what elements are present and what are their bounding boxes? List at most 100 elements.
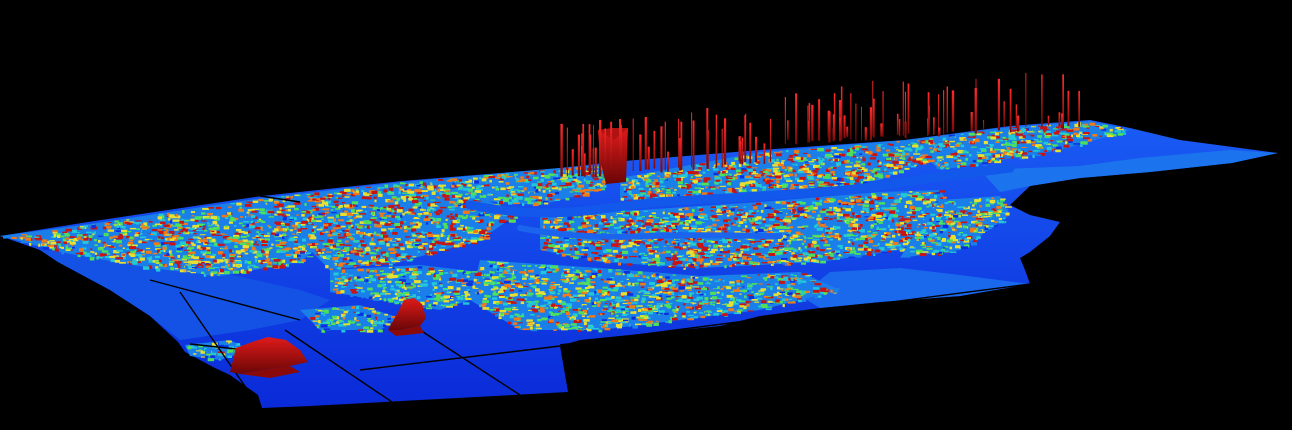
elevation-cell	[558, 243, 564, 246]
elevation-cell	[565, 181, 570, 184]
elevation-cell	[641, 261, 648, 263]
elevation-cell	[383, 189, 388, 193]
elevation-cell	[277, 203, 284, 207]
elevation-cell	[393, 184, 400, 188]
elevation-cell	[693, 254, 700, 258]
elevation-cell	[147, 255, 150, 258]
elevation-cell	[799, 166, 806, 169]
elevation-cell	[1020, 141, 1027, 144]
elevation-cell	[199, 247, 206, 249]
elevation-cell	[104, 243, 108, 247]
elevation-cell	[854, 145, 862, 147]
elevation-cell	[654, 250, 657, 253]
elevation-cell	[228, 249, 233, 253]
elevation-cell	[133, 222, 139, 225]
elevation-cell	[737, 218, 740, 222]
elevation-cell	[206, 237, 212, 239]
elevation-cell	[812, 210, 816, 213]
elevation-cell	[776, 261, 780, 263]
elevation-cell	[308, 222, 312, 225]
elevation-cell	[826, 216, 834, 219]
elevation-cell	[858, 176, 864, 179]
elevation-cell	[777, 238, 782, 242]
elevation-cell	[374, 247, 378, 249]
elevation-cell	[660, 229, 666, 233]
elevation-cell	[365, 186, 371, 188]
elevation-cell	[357, 250, 364, 252]
elevation-cell	[436, 236, 441, 240]
elevation-cell	[726, 210, 730, 213]
elevation-cell	[80, 251, 87, 255]
elevation-cell	[839, 247, 844, 249]
elevation-cell	[727, 241, 732, 244]
elevation-cell	[1001, 153, 1004, 157]
elevation-cell	[368, 206, 376, 208]
elevation-cell	[128, 230, 132, 233]
elevation-cell	[618, 262, 621, 266]
elevation-cell	[1042, 129, 1047, 132]
elevation-cell	[857, 204, 864, 206]
elevation-cell	[828, 213, 835, 216]
elevation-cell	[1059, 132, 1066, 135]
elevation-cell	[574, 251, 580, 255]
elevation-cell	[465, 226, 468, 230]
elevation-cell	[601, 232, 607, 234]
elevation-cell	[620, 197, 624, 201]
elevation-cell	[752, 171, 756, 174]
elevation-cell	[813, 172, 818, 174]
elevation-cell	[583, 189, 590, 192]
elevation-cell	[986, 146, 993, 148]
elevation-cell	[293, 217, 297, 221]
elevation-cell	[812, 159, 817, 161]
elevation-cell	[265, 212, 271, 215]
elevation-cell	[96, 255, 103, 259]
elevation-cell	[240, 249, 246, 253]
elevation-cell	[626, 184, 632, 186]
elevation-cell	[593, 168, 596, 170]
elevation-cell	[93, 231, 96, 235]
elevation-cell	[78, 227, 85, 229]
elevation-cell	[602, 254, 608, 257]
elevation-cell	[808, 181, 815, 185]
elevation-cell	[968, 153, 972, 157]
elevation-cell	[768, 184, 773, 187]
elevation-cell	[575, 245, 580, 248]
elevation-cell	[114, 260, 120, 263]
elevation-cell	[206, 261, 211, 263]
elevation-cell	[817, 176, 820, 178]
elevation-cell	[237, 251, 241, 255]
elevation-cell	[1060, 140, 1066, 142]
elevation-cell	[462, 227, 467, 231]
elevation-cell	[772, 167, 780, 170]
elevation-cell	[743, 261, 749, 265]
elevation-cell	[274, 221, 281, 224]
elevation-cell	[369, 241, 374, 243]
elevation-cell	[252, 222, 255, 225]
elevation-cell	[723, 245, 727, 248]
elevation-cell	[666, 188, 671, 192]
elevation-cell	[953, 156, 960, 159]
elevation-cell	[1035, 154, 1041, 157]
elevation-cell	[665, 257, 671, 260]
elevation-cell	[695, 267, 699, 270]
elevation-cell	[285, 209, 289, 212]
elevation-cell	[808, 253, 816, 257]
elevation-cell	[179, 237, 184, 240]
elevation-cell	[666, 259, 673, 261]
elevation-cell	[119, 261, 126, 264]
elevation-cell	[826, 228, 832, 230]
elevation-cell	[247, 245, 254, 247]
elevation-cell	[672, 262, 678, 266]
elevation-cell	[669, 263, 675, 267]
elevation-cell	[281, 224, 286, 226]
elevation-cell	[766, 174, 772, 177]
elevation-cell	[180, 265, 185, 268]
elevation-cell	[259, 211, 262, 214]
elevation-cell	[341, 225, 346, 228]
elevation-cell	[601, 180, 607, 184]
elevation-cell	[791, 222, 796, 224]
elevation-cell	[957, 159, 962, 162]
elevation-cell	[463, 200, 467, 203]
